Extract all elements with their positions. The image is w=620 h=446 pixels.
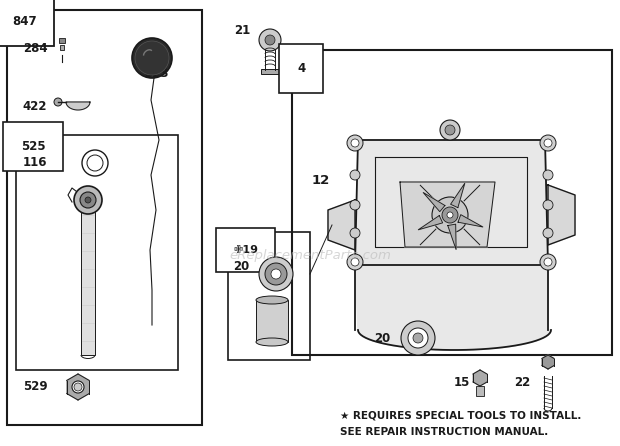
Bar [228,232,310,360]
Text: 523: 523 [144,67,169,80]
Circle shape [265,35,275,45]
Bar [7,10,202,425]
Circle shape [80,192,96,208]
Text: 20: 20 [233,260,249,273]
Polygon shape [423,193,445,212]
Bar [476,386,484,396]
Polygon shape [473,370,480,378]
Bar [292,50,612,355]
Polygon shape [358,330,551,350]
Circle shape [259,29,281,51]
Circle shape [350,200,360,210]
Circle shape [543,200,553,210]
Circle shape [447,212,453,218]
Circle shape [445,125,455,135]
Polygon shape [473,378,480,386]
Text: 21: 21 [234,24,250,37]
Circle shape [347,254,363,270]
Circle shape [544,139,552,147]
Text: SEE REPAIR INSTRUCTION MANUAL.: SEE REPAIR INSTRUCTION MANUAL. [340,427,548,437]
Text: eReplacementParts.com: eReplacementParts.com [229,248,391,261]
Circle shape [72,381,84,393]
Polygon shape [548,355,554,362]
Polygon shape [400,182,495,247]
Ellipse shape [256,296,288,304]
Circle shape [54,98,62,106]
Text: 22: 22 [514,376,530,388]
Bar [81,212,95,355]
Circle shape [543,228,553,238]
Polygon shape [78,380,89,393]
Polygon shape [355,140,548,265]
Bar [60,45,64,50]
Polygon shape [542,359,548,366]
Text: 284: 284 [24,41,48,54]
Text: 847: 847 [12,15,37,28]
Circle shape [543,170,553,180]
Polygon shape [78,387,89,400]
Circle shape [259,257,293,291]
Polygon shape [67,374,78,387]
Text: 12: 12 [312,173,330,186]
Polygon shape [328,200,355,250]
Text: 15: 15 [454,376,470,388]
Circle shape [265,263,287,285]
Polygon shape [66,102,90,110]
Polygon shape [355,265,551,350]
Circle shape [540,135,556,151]
Circle shape [440,120,460,140]
Text: 116: 116 [23,157,48,169]
Circle shape [74,186,102,214]
Polygon shape [473,374,480,382]
Bar [256,300,288,342]
Polygon shape [542,355,548,362]
Circle shape [351,139,359,147]
Circle shape [271,269,281,279]
Circle shape [132,38,172,78]
Text: 422: 422 [22,100,46,113]
Polygon shape [78,374,89,387]
Text: 20: 20 [374,331,390,344]
Polygon shape [67,380,78,393]
Text: ★ REQUIRES SPECIAL TOOLS TO INSTALL.: ★ REQUIRES SPECIAL TOOLS TO INSTALL. [340,411,582,421]
Circle shape [85,197,91,203]
Text: 529: 529 [24,380,48,393]
Polygon shape [548,359,554,366]
Polygon shape [480,370,487,378]
Polygon shape [418,215,443,230]
Bar [261,69,279,74]
Bar [16,135,178,370]
Circle shape [74,383,82,391]
Polygon shape [548,362,554,369]
Polygon shape [448,224,456,249]
Polygon shape [542,362,548,369]
Text: 525: 525 [21,140,46,153]
Polygon shape [458,215,483,227]
Text: ✙19: ✙19 [233,245,258,255]
Circle shape [135,41,169,75]
Circle shape [350,170,360,180]
Polygon shape [451,183,465,208]
Circle shape [540,254,556,270]
Circle shape [442,207,458,223]
Polygon shape [480,378,487,386]
Circle shape [401,321,435,355]
Polygon shape [67,387,78,400]
Circle shape [413,333,423,343]
Polygon shape [548,185,575,245]
Circle shape [544,258,552,266]
Text: 4: 4 [297,62,305,75]
Circle shape [351,258,359,266]
Circle shape [350,228,360,238]
Ellipse shape [256,338,288,346]
Circle shape [432,197,468,233]
Polygon shape [480,374,487,382]
Circle shape [347,135,363,151]
Bar [59,38,65,43]
Circle shape [408,328,428,348]
